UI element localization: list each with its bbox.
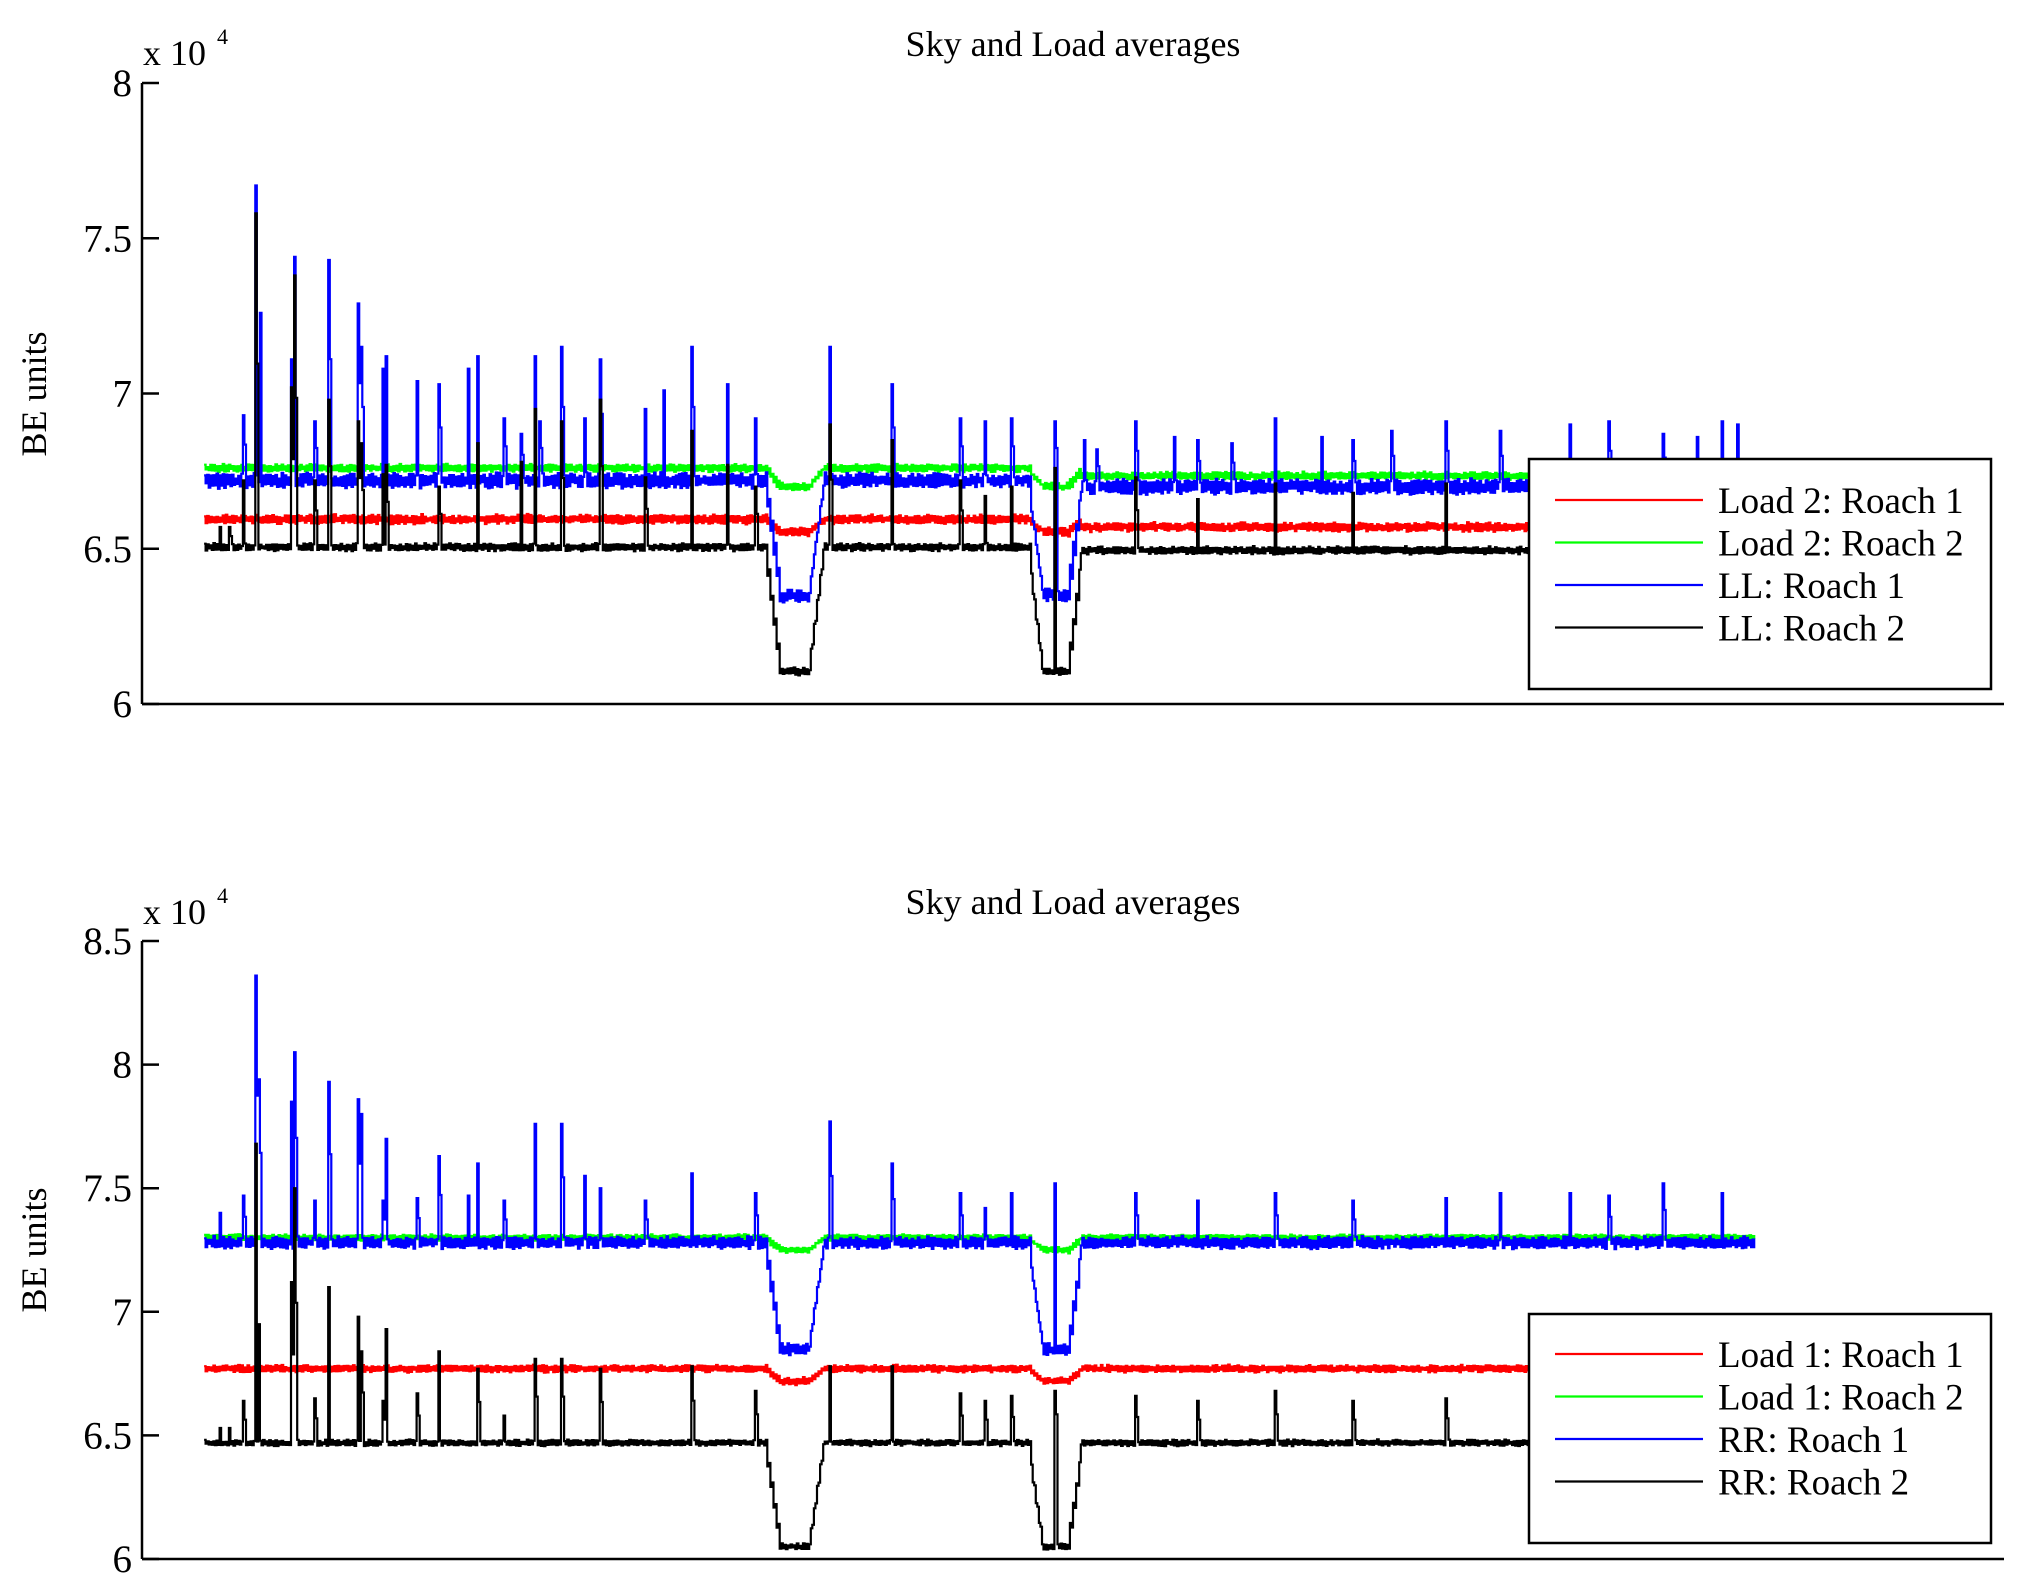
y-multiplier-base-top: x 10 bbox=[143, 33, 206, 73]
y-tick-label: 6.5 bbox=[83, 1414, 132, 1457]
y-tick-label: 7.5 bbox=[83, 217, 132, 260]
y-multiplier-top: x 10 4 bbox=[143, 24, 228, 73]
legend-box-bottom bbox=[1527, 1312, 1993, 1545]
legend-label: LL: Roach 2 bbox=[1718, 609, 1905, 650]
legend-label: RR: Roach 1 bbox=[1718, 1420, 1909, 1461]
series-line-rr-roach-1 bbox=[204, 974, 1756, 1357]
y-tick-label: 7 bbox=[113, 1291, 133, 1334]
series-line-load-2-roach-1 bbox=[204, 512, 1756, 538]
y-tick-label: 8 bbox=[113, 62, 133, 105]
y-tick-label: 6 bbox=[113, 683, 133, 726]
y-tick-label: 8.5 bbox=[83, 920, 132, 963]
y-tick-label: 6.5 bbox=[83, 528, 132, 571]
y-ticks-bottom: 6 6.5 7 7.5 8 8.5 bbox=[83, 920, 159, 1581]
y-tick-label: 8 bbox=[113, 1044, 133, 1087]
legend-label: RR: Roach 2 bbox=[1718, 1463, 1909, 1504]
legend-label: LL: Roach 1 bbox=[1718, 566, 1905, 607]
y-axis-label-top: BE units bbox=[14, 331, 54, 456]
y-axis-label-bottom: BE units bbox=[14, 1187, 54, 1312]
subplot-top: Sky and Load averages BE units x 10 4 66… bbox=[14, 24, 2004, 726]
y-ticks-top: 6 6.5 7 7.5 8 bbox=[83, 62, 159, 726]
chart-title-bottom: Sky and Load averages bbox=[906, 882, 1241, 922]
subplot-bottom: Sky and Load averages BE units x 10 4 66… bbox=[14, 882, 2004, 1581]
y-multiplier-bottom: x 10 4 bbox=[143, 883, 228, 932]
y-multiplier-base-bottom: x 10 bbox=[143, 892, 206, 932]
series-line-ll-roach-2 bbox=[204, 212, 1756, 677]
series-group-top bbox=[204, 184, 1756, 677]
y-multiplier-exponent-top: 4 bbox=[217, 24, 228, 49]
y-tick-label: 7 bbox=[113, 373, 133, 416]
y-multiplier-exponent-bottom: 4 bbox=[217, 883, 228, 908]
legend-label: Load 1: Roach 2 bbox=[1718, 1378, 1964, 1419]
legend-label: Load 2: Roach 2 bbox=[1718, 524, 1964, 565]
y-tick-label: 7.5 bbox=[83, 1167, 132, 1210]
series-line-rr-roach-2 bbox=[204, 1142, 1756, 1551]
legend-label: Load 2: Roach 1 bbox=[1718, 481, 1964, 522]
series-group-bottom bbox=[204, 974, 1756, 1551]
legend-box-top bbox=[1527, 457, 1993, 691]
legend-label: Load 1: Roach 1 bbox=[1718, 1335, 1964, 1376]
chart-title-top: Sky and Load averages bbox=[906, 24, 1241, 64]
series-line-load-2-roach-2 bbox=[204, 462, 1756, 492]
y-tick-label: 6 bbox=[113, 1538, 133, 1581]
series-line-ll-roach-1 bbox=[204, 184, 1756, 604]
series-line-load-1-roach-1 bbox=[204, 1363, 1756, 1387]
